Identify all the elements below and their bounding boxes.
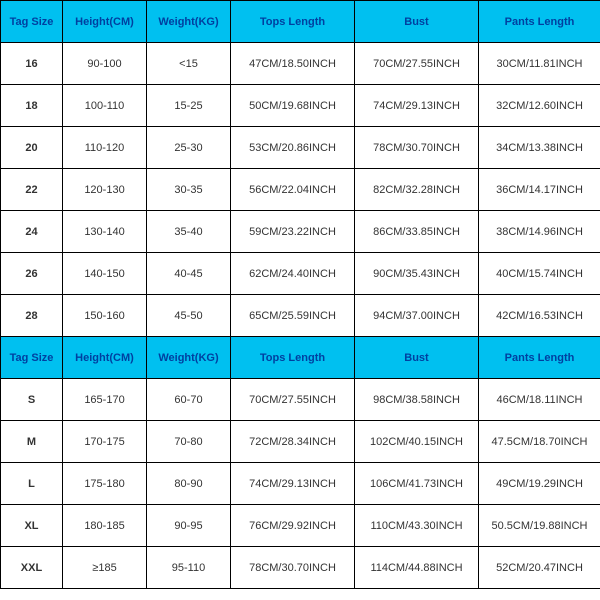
table-cell: 49CM/19.29INCH bbox=[479, 463, 600, 505]
table-cell: 16 bbox=[1, 43, 63, 85]
table-cell: 70-80 bbox=[147, 421, 231, 463]
table-cell: 95-110 bbox=[147, 547, 231, 589]
table-cell: 36CM/14.17INCH bbox=[479, 169, 600, 211]
table-row: 26140-15040-4562CM/24.40INCH90CM/35.43IN… bbox=[1, 253, 600, 295]
table-cell: 25-30 bbox=[147, 127, 231, 169]
header-row: Tag SizeHeight(CM)Weight(KG)Tops LengthB… bbox=[1, 337, 600, 379]
table-cell: 120-130 bbox=[63, 169, 147, 211]
table-cell: 38CM/14.96INCH bbox=[479, 211, 600, 253]
table-cell: L bbox=[1, 463, 63, 505]
table-cell: 50CM/19.68INCH bbox=[231, 85, 355, 127]
table-cell: 45-50 bbox=[147, 295, 231, 337]
table-row: 22120-13030-3556CM/22.04INCH82CM/32.28IN… bbox=[1, 169, 600, 211]
table-cell: 74CM/29.13INCH bbox=[231, 463, 355, 505]
table-cell: XL bbox=[1, 505, 63, 547]
table-cell: 42CM/16.53INCH bbox=[479, 295, 600, 337]
table-cell: 110-120 bbox=[63, 127, 147, 169]
table-cell: 46CM/18.11INCH bbox=[479, 379, 600, 421]
table-cell: 90CM/35.43INCH bbox=[355, 253, 479, 295]
table-cell: 90-100 bbox=[63, 43, 147, 85]
table-cell: ≥185 bbox=[63, 547, 147, 589]
column-header: Tops Length bbox=[231, 337, 355, 379]
table-cell: 86CM/33.85INCH bbox=[355, 211, 479, 253]
table-row: S165-17060-7070CM/27.55INCH98CM/38.58INC… bbox=[1, 379, 600, 421]
table-cell: 74CM/29.13INCH bbox=[355, 85, 479, 127]
table-cell: 34CM/13.38INCH bbox=[479, 127, 600, 169]
table-cell: M bbox=[1, 421, 63, 463]
table-cell: 102CM/40.15INCH bbox=[355, 421, 479, 463]
table-cell: 65CM/25.59INCH bbox=[231, 295, 355, 337]
column-header: Pants Length bbox=[479, 1, 600, 43]
table-cell: 78CM/30.70INCH bbox=[231, 547, 355, 589]
table-cell: 94CM/37.00INCH bbox=[355, 295, 479, 337]
table-cell: 59CM/23.22INCH bbox=[231, 211, 355, 253]
column-header: Pants Length bbox=[479, 337, 600, 379]
table-cell: 53CM/20.86INCH bbox=[231, 127, 355, 169]
table-cell: 30CM/11.81INCH bbox=[479, 43, 600, 85]
table-cell: XXL bbox=[1, 547, 63, 589]
table-row: 1690-100<1547CM/18.50INCH70CM/27.55INCH3… bbox=[1, 43, 600, 85]
table-cell: S bbox=[1, 379, 63, 421]
table-cell: 70CM/27.55INCH bbox=[355, 43, 479, 85]
size-chart-table: Tag SizeHeight(CM)Weight(KG)Tops LengthB… bbox=[0, 0, 600, 589]
table-cell: 24 bbox=[1, 211, 63, 253]
table-row: M170-17570-8072CM/28.34INCH102CM/40.15IN… bbox=[1, 421, 600, 463]
table-cell: 20 bbox=[1, 127, 63, 169]
column-header: Tag Size bbox=[1, 1, 63, 43]
table-cell: 52CM/20.47INCH bbox=[479, 547, 600, 589]
column-header: Bust bbox=[355, 1, 479, 43]
table-cell: 106CM/41.73INCH bbox=[355, 463, 479, 505]
table-cell: 165-170 bbox=[63, 379, 147, 421]
table-cell: 114CM/44.88INCH bbox=[355, 547, 479, 589]
table-cell: 26 bbox=[1, 253, 63, 295]
table-cell: 100-110 bbox=[63, 85, 147, 127]
table-cell: 180-185 bbox=[63, 505, 147, 547]
table-cell: 22 bbox=[1, 169, 63, 211]
table-cell: 70CM/27.55INCH bbox=[231, 379, 355, 421]
table-cell: 72CM/28.34INCH bbox=[231, 421, 355, 463]
table-cell: 90-95 bbox=[147, 505, 231, 547]
table-cell: 170-175 bbox=[63, 421, 147, 463]
table-cell: 28 bbox=[1, 295, 63, 337]
table-cell: 78CM/30.70INCH bbox=[355, 127, 479, 169]
table-cell: 40CM/15.74INCH bbox=[479, 253, 600, 295]
table-row: 28150-16045-5065CM/25.59INCH94CM/37.00IN… bbox=[1, 295, 600, 337]
table-cell: 47.5CM/18.70INCH bbox=[479, 421, 600, 463]
table-cell: 140-150 bbox=[63, 253, 147, 295]
table-cell: 150-160 bbox=[63, 295, 147, 337]
column-header: Weight(KG) bbox=[147, 1, 231, 43]
table-cell: 47CM/18.50INCH bbox=[231, 43, 355, 85]
column-header: Bust bbox=[355, 337, 479, 379]
table-cell: 82CM/32.28INCH bbox=[355, 169, 479, 211]
table-cell: 62CM/24.40INCH bbox=[231, 253, 355, 295]
table-cell: 76CM/29.92INCH bbox=[231, 505, 355, 547]
table-cell: 56CM/22.04INCH bbox=[231, 169, 355, 211]
table-cell: 60-70 bbox=[147, 379, 231, 421]
table-row: 24130-14035-4059CM/23.22INCH86CM/33.85IN… bbox=[1, 211, 600, 253]
table-cell: 175-180 bbox=[63, 463, 147, 505]
table-cell: 18 bbox=[1, 85, 63, 127]
table-cell: 30-35 bbox=[147, 169, 231, 211]
table-cell: 80-90 bbox=[147, 463, 231, 505]
table-row: L175-18080-9074CM/29.13INCH106CM/41.73IN… bbox=[1, 463, 600, 505]
table-row: 20110-12025-3053CM/20.86INCH78CM/30.70IN… bbox=[1, 127, 600, 169]
table-cell: 35-40 bbox=[147, 211, 231, 253]
header-row: Tag SizeHeight(CM)Weight(KG)Tops LengthB… bbox=[1, 1, 600, 43]
table-cell: 98CM/38.58INCH bbox=[355, 379, 479, 421]
table-cell: 15-25 bbox=[147, 85, 231, 127]
table-cell: 40-45 bbox=[147, 253, 231, 295]
column-header: Height(CM) bbox=[63, 337, 147, 379]
column-header: Tops Length bbox=[231, 1, 355, 43]
column-header: Weight(KG) bbox=[147, 337, 231, 379]
table-cell: 130-140 bbox=[63, 211, 147, 253]
column-header: Tag Size bbox=[1, 337, 63, 379]
table-cell: 32CM/12.60INCH bbox=[479, 85, 600, 127]
table-row: XL180-18590-9576CM/29.92INCH110CM/43.30I… bbox=[1, 505, 600, 547]
table-row: 18100-11015-2550CM/19.68INCH74CM/29.13IN… bbox=[1, 85, 600, 127]
table-cell: 50.5CM/19.88INCH bbox=[479, 505, 600, 547]
table-cell: <15 bbox=[147, 43, 231, 85]
table-row: XXL≥18595-11078CM/30.70INCH114CM/44.88IN… bbox=[1, 547, 600, 589]
column-header: Height(CM) bbox=[63, 1, 147, 43]
table-cell: 110CM/43.30INCH bbox=[355, 505, 479, 547]
